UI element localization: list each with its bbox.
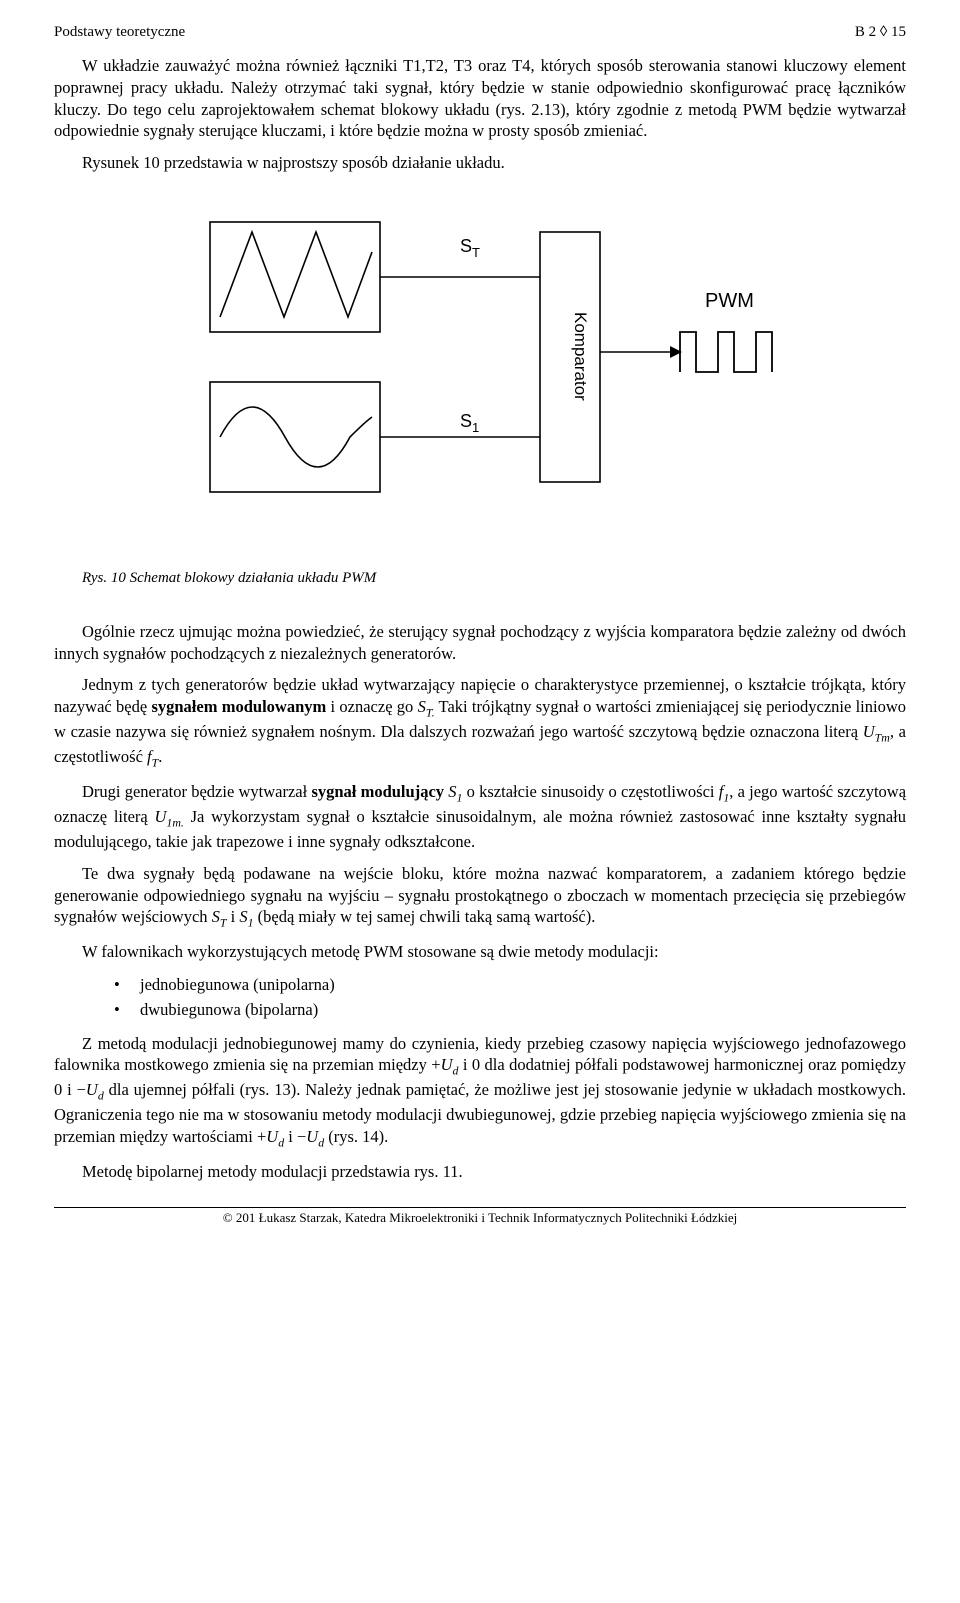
label-pwm: PWM	[705, 290, 754, 312]
sine-generator-box	[210, 382, 380, 492]
modulation-list: jednobiegunowa (unipolarna) dwubiegunowa…	[54, 973, 906, 1023]
pwm-wave	[680, 332, 772, 372]
p5-text-e: o kształcie sinusoidy o częstotliwości	[462, 782, 718, 801]
paragraph-2: Rysunek 10 przedstawia w najprostszy spo…	[54, 152, 906, 174]
paragraph-1: W układzie zauważyć można również łączni…	[54, 55, 906, 142]
paragraph-9: Metodę bipolarnej metody modulacji przed…	[54, 1161, 906, 1183]
p8-text-g: i −	[284, 1127, 306, 1146]
p4-bold: sygnałem modulowanym	[151, 697, 326, 716]
p8-var-ud2: Ud	[86, 1080, 104, 1099]
paragraph-6: Te dwa sygnały będą podawane na wejście …	[54, 863, 906, 932]
label-st: ST	[460, 236, 480, 260]
paragraph-7: W falownikach wykorzystujących metodę PW…	[54, 941, 906, 963]
p6-var-st: ST	[212, 907, 227, 926]
paragraph-3: Ogólnie rzecz ujmując można powiedzieć, …	[54, 621, 906, 665]
p4-var-utm: UTm	[863, 722, 890, 741]
comparator-box	[540, 232, 600, 482]
p4-text-c: i oznaczę go	[326, 697, 417, 716]
p6-text-e: (będą miały w tej samej chwili taką samą…	[254, 907, 596, 926]
p8-var-ud4: Ud	[306, 1127, 324, 1146]
p8-var-ud3: Ud	[266, 1127, 284, 1146]
p8-text-e: dla ujemnej półfali (rys. 13). Należy je…	[54, 1080, 906, 1146]
page-content: Podstawy teoretyczne B 2 ◊ 15 W układzie…	[0, 0, 960, 1244]
p4-var-ft: fT	[147, 747, 158, 766]
figure-caption: Rys. 10 Schemat blokowy działania układu…	[54, 570, 906, 587]
p8-text-i: (rys. 14).	[324, 1127, 388, 1146]
p5-bold: sygnał modulujący	[311, 782, 444, 801]
header-left: Podstawy teoretyczne	[54, 24, 185, 41]
paragraph-8: Z metodą modulacji jednobiegunowej mamy …	[54, 1033, 906, 1151]
header-right: B 2 ◊ 15	[855, 24, 906, 41]
page-header: Podstawy teoretyczne B 2 ◊ 15	[54, 24, 906, 41]
figure-pwm-diagram: ST S1 Komparator PWM	[180, 202, 780, 542]
p5-var-s1: S1	[448, 782, 462, 801]
p5-var-f1: f1	[719, 782, 730, 801]
p5-text-a: Drugi generator będzie wytwarzał	[82, 782, 311, 801]
paragraph-5: Drugi generator będzie wytwarzał sygnał …	[54, 781, 906, 853]
triangle-wave	[220, 232, 372, 317]
p8-var-ud1: Ud	[441, 1055, 459, 1074]
page-footer: © 201 Łukasz Starzak, Katedra Mikroelekt…	[54, 1207, 906, 1226]
list-item-bipolar: dwubiegunowa (bipolarna)	[54, 998, 906, 1023]
p6-var-s1: S1	[239, 907, 253, 926]
list-item-unipolar: jednobiegunowa (unipolarna)	[54, 973, 906, 998]
label-comparator: Komparator	[571, 312, 590, 401]
p5-var-u1m: U1m.	[154, 807, 183, 826]
paragraph-4: Jednym z tych generatorów będzie układ w…	[54, 674, 906, 771]
p4-text-i: .	[158, 747, 162, 766]
label-s1: S1	[460, 411, 479, 435]
p4-var-st: ST.	[418, 697, 435, 716]
sine-wave	[220, 407, 372, 467]
p6-text-c: i	[227, 907, 240, 926]
